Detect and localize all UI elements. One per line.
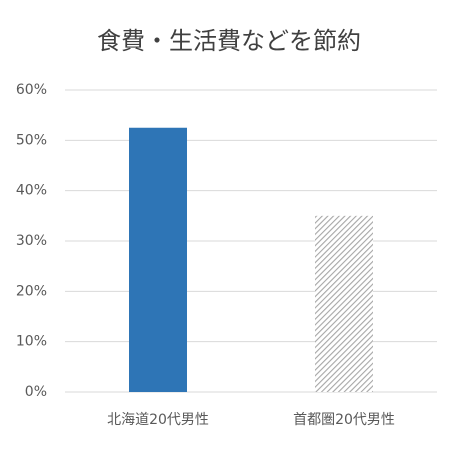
chart-title: 食費・生活費などを節約 [97, 27, 361, 55]
x-tick-label: 北海道20代男性 [107, 412, 209, 428]
y-tick-label: 10% [16, 334, 47, 350]
y-tick-label: 20% [16, 283, 47, 299]
y-tick-label: 0% [25, 384, 47, 400]
y-tick-label: 40% [16, 183, 47, 199]
y-tick-label: 30% [16, 233, 47, 249]
y-tick-label: 50% [16, 132, 47, 148]
x-tick-label: 首都圏20代男性 [293, 412, 395, 428]
y-tick-label: 60% [16, 82, 47, 98]
bar [315, 215, 373, 392]
bar [129, 127, 187, 392]
